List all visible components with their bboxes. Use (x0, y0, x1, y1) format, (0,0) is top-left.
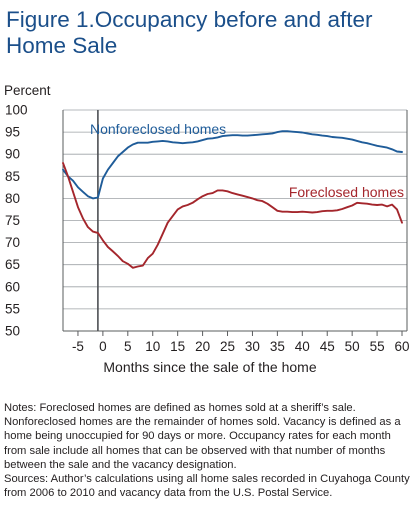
axis-layer (62, 110, 408, 336)
notes-text: Notes: Foreclosed homes are defined as h… (4, 402, 401, 471)
y-tick-label-75: 75 (5, 213, 20, 228)
y-tick-label-95: 95 (5, 125, 20, 140)
nonforeclosed-homes-line (62, 130, 403, 200)
x-tick-label-60: 60 (394, 339, 409, 354)
y-tick-label-50: 50 (5, 324, 20, 339)
x-tick-label-0: 0 (99, 339, 107, 354)
y-tick-label-55: 55 (5, 301, 20, 316)
y-axis-label: Percent (4, 83, 51, 98)
grid-layer (63, 109, 407, 332)
figure-notes: Notes: Foreclosed homes are defined as h… (4, 401, 416, 500)
x-tick-label-25: 25 (220, 339, 235, 354)
foreclosed-homes-annotation: Foreclosed homes (289, 184, 404, 200)
foreclosed-homes-line (62, 162, 403, 269)
x-tick-label-40: 40 (295, 339, 310, 354)
y-tick-label-70: 70 (5, 235, 20, 250)
x-tick-label-35: 35 (270, 339, 285, 354)
x-tick-label-55: 55 (370, 339, 385, 354)
x-axis-label: Months since the sale of the home (103, 359, 317, 375)
series-layer (62, 130, 403, 269)
x-tick-label-5: 5 (124, 339, 132, 354)
x-tick-label-20: 20 (195, 339, 210, 354)
y-tick-label-90: 90 (5, 147, 20, 162)
nonforeclosed-homes-annotation: Nonforeclosed homes (90, 121, 226, 137)
y-tick-label-60: 60 (5, 279, 20, 294)
y-tick-label-100: 100 (5, 103, 28, 118)
sources-text: Sources: Author’s calculations using all… (4, 473, 410, 500)
x-tick-label-50: 50 (345, 339, 360, 354)
occupancy-line-chart: 50 55 60 65 70 75 80 85 90 95 100 -5 0 5 10 15 20 25 30 35 4… (5, 103, 410, 355)
figure-title: Figure 1.Occupancy before and after Home… (6, 7, 373, 58)
x-tick-label-30: 30 (245, 339, 260, 354)
x-tick-label-10: 10 (145, 339, 160, 354)
label-layer: 50 55 60 65 70 75 80 85 90 95 100 -5 0 5 10 15 20 25 30 35 4… (5, 103, 410, 355)
x-tick-label-45: 45 (320, 339, 335, 354)
y-tick-label-80: 80 (5, 191, 20, 206)
y-tick-label-85: 85 (5, 169, 20, 184)
x-tick-label-15: 15 (170, 339, 185, 354)
y-tick-label-65: 65 (5, 257, 20, 272)
x-tick-label--5: -5 (72, 339, 84, 354)
